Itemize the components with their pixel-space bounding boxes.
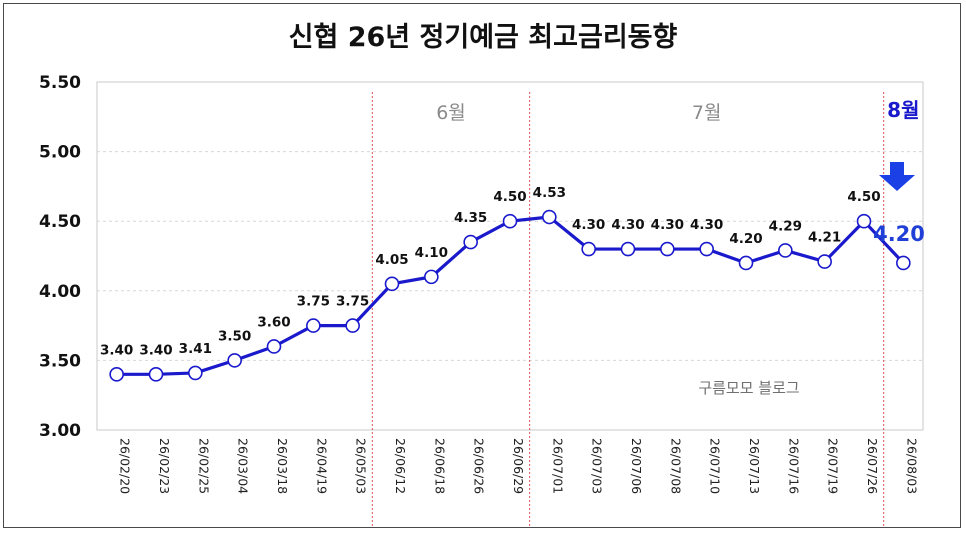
data-label: 3.75: [336, 294, 369, 310]
x-tick-label: 26/06/29: [511, 438, 526, 494]
x-tick-label: 26/02/25: [196, 438, 211, 494]
chart-frame: 신협 26년 정기예금 최고금리동향 3.00 3.50 4.00 4.50 5.00 5…: [3, 3, 961, 528]
data-label: 3.75: [297, 294, 330, 310]
data-point: [148, 367, 164, 382]
x-tick-label: 26/06/12: [393, 438, 408, 494]
data-label: 4.30: [611, 217, 644, 233]
data-point: [581, 241, 596, 257]
data-point: [188, 365, 203, 381]
data-point: [620, 241, 636, 257]
data-point: [463, 234, 478, 250]
data-point: [699, 241, 714, 257]
x-tick-label: 26/07/06: [629, 438, 644, 494]
month-label: 8월: [887, 98, 919, 122]
data-label: 3.40: [100, 342, 133, 358]
y-tick-label: 3.00: [39, 421, 81, 441]
x-tick-label: 26/04/19: [314, 438, 329, 494]
data-label: 4.21: [808, 230, 841, 246]
data-point: [424, 269, 439, 285]
data-point: [896, 255, 911, 271]
data-point: [345, 318, 360, 333]
data-label: 4.53: [533, 185, 566, 201]
data-point: [227, 353, 242, 368]
data-label: 3.50: [218, 328, 251, 344]
data-point: [266, 339, 282, 354]
data-label: 4.35: [454, 210, 487, 226]
x-tick-label: 26/07/16: [786, 438, 801, 494]
y-tick-label: 4.50: [39, 212, 81, 232]
data-label: 4.30: [690, 217, 723, 233]
y-tick-label: 5.00: [39, 143, 81, 163]
data-label: 3.40: [139, 342, 172, 358]
x-tick-label: 26/07/13: [747, 438, 762, 494]
data-point: [384, 276, 400, 292]
x-tick-label: 26/06/26: [472, 438, 487, 494]
x-tick-label: 26/02/20: [118, 438, 133, 494]
data-point: [109, 367, 124, 382]
x-tick-label: 26/07/03: [590, 438, 605, 494]
data-label: 3.60: [257, 314, 290, 330]
data-point: [817, 254, 832, 269]
data-point: [660, 241, 675, 257]
month-label: 6월: [436, 102, 466, 124]
watermark: 구름모모 블로그: [698, 379, 799, 397]
highlight-value-label: 4.20: [873, 222, 925, 246]
y-tick-label: 3.50: [39, 351, 81, 371]
series-line: [116, 215, 905, 376]
month-label: 7월: [692, 102, 722, 124]
data-point: [542, 209, 557, 225]
x-tick-label: 26/07/19: [826, 438, 841, 494]
chart-title: 신협 26년 정기예금 최고금리동향: [289, 22, 678, 53]
data-label: 4.50: [847, 189, 880, 205]
y-tick-label: 4.00: [39, 282, 81, 302]
data-label: 4.05: [375, 252, 408, 268]
x-tick-label: 26/03/18: [275, 438, 290, 494]
data-label: 4.30: [572, 217, 605, 233]
rate-line-chart: 신협 26년 정기예금 최고금리동향 3.00 3.50 4.00 4.50 5.00 5…: [39, 22, 925, 526]
x-tick-label: 26/07/10: [708, 438, 723, 494]
x-tick-label: 26/07/08: [668, 438, 683, 494]
data-label: 4.29: [769, 218, 802, 234]
data-point: [856, 213, 872, 229]
x-tick-label: 26/05/03: [354, 438, 369, 494]
plot-area: [96, 81, 924, 431]
data-point: [738, 255, 754, 271]
data-label: 4.50: [493, 189, 526, 205]
x-tick-label: 26/06/18: [432, 438, 447, 494]
down-arrow-icon: [879, 162, 915, 191]
data-label: 4.10: [415, 245, 448, 261]
y-tick-label: 5.50: [39, 73, 81, 93]
data-point: [306, 318, 321, 333]
x-tick-label: 26/03/04: [236, 438, 251, 494]
data-label: 4.20: [729, 231, 762, 247]
data-label: 4.30: [651, 217, 684, 233]
x-tick-label: 26/07/26: [865, 438, 880, 494]
x-tick-label: 26/02/23: [157, 438, 172, 494]
data-label: 3.41: [179, 341, 212, 357]
x-tick-label: 26/07/01: [550, 438, 565, 494]
x-tick-label: 26/08/03: [904, 438, 919, 494]
data-point: [502, 213, 518, 229]
data-point: [778, 243, 793, 258]
